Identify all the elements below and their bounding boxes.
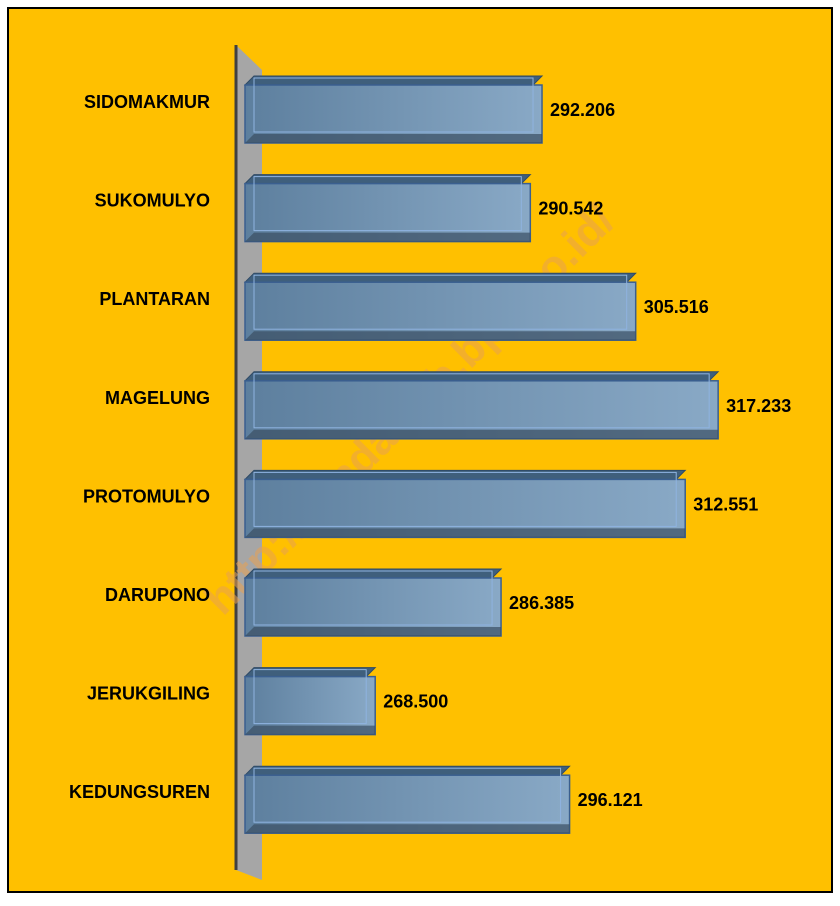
value-label: 268.500 [383, 692, 448, 712]
y-tick-label: PLANTARAN [99, 289, 210, 309]
value-label: 317.233 [726, 396, 791, 416]
y-tick-label: SUKOMULYO [95, 191, 210, 211]
bar [244, 774, 571, 834]
bar-face [253, 274, 628, 330]
bar-top [243, 568, 503, 579]
bar [244, 281, 637, 341]
bar-bottom [245, 627, 502, 636]
bar-bottom [245, 134, 543, 143]
y-tick-label: JERUKGILING [87, 684, 210, 704]
bar-top [243, 174, 532, 185]
bar-face [253, 373, 710, 429]
bar [244, 182, 532, 243]
y-tick-label: KEDUNGSUREN [69, 782, 210, 802]
bar-face [253, 669, 367, 725]
bar-bottom [245, 232, 531, 242]
bar-top [243, 469, 687, 480]
bar [244, 675, 376, 736]
bar-face [253, 471, 677, 527]
bar-face [253, 77, 534, 133]
bar-face [253, 767, 562, 823]
bar-bottom [245, 824, 570, 834]
y-tick-label: PROTOMULYO [83, 486, 210, 506]
bar-top [243, 272, 637, 283]
bar-face [253, 570, 493, 626]
bar-top [243, 765, 571, 776]
bar-bottom [245, 725, 376, 735]
value-label: 312.551 [693, 494, 758, 514]
y-tick-label: MAGELUNG [105, 388, 210, 408]
bar-bottom [245, 331, 636, 341]
value-label: 286.385 [509, 593, 574, 613]
value-label: 296.121 [578, 790, 643, 810]
axis-wall [236, 45, 262, 880]
bar-bottom [245, 528, 686, 538]
background [7, 7, 833, 893]
value-label: 290.542 [538, 199, 603, 219]
bar [244, 380, 719, 440]
y-tick-label: SIDOMAKMUR [84, 92, 210, 112]
bar [244, 478, 686, 539]
value-label: 292.206 [550, 100, 615, 120]
y-tick-label: DARUPONO [105, 585, 210, 605]
bar-bottom [245, 429, 719, 439]
value-label: 305.516 [644, 297, 709, 317]
bar-face [253, 176, 522, 232]
bar-top [243, 667, 377, 678]
bar-top [243, 75, 544, 86]
bar-top [243, 371, 720, 382]
